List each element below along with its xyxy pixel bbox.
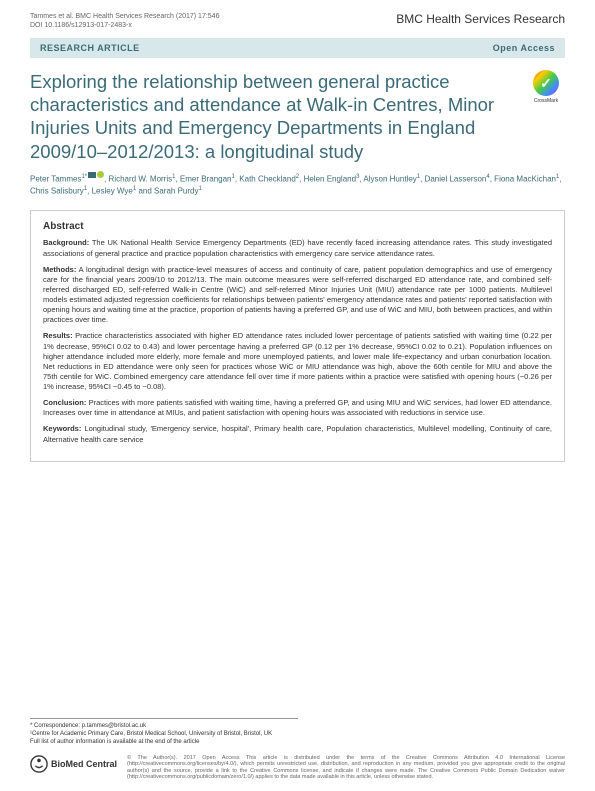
article-title: Exploring the relationship between gener… [30, 70, 565, 163]
abstract-results: Results: Practice characteristics associ… [43, 331, 552, 392]
author-list: Peter Tammes1*, Richard W. Morris1, Emer… [0, 171, 595, 211]
conclusion-text: Practices with more patients satisfied w… [43, 398, 552, 417]
keywords-text: Longitudinal study, 'Emergency service, … [43, 424, 552, 443]
correspondence-affiliation: ¹Centre for Academic Primary Care, Brist… [30, 731, 298, 739]
citation-block: Tammes et al. BMC Health Services Resear… [30, 12, 219, 30]
crossmark-label: CrossMark [527, 98, 565, 104]
abstract-conclusion: Conclusion: Practices with more patients… [43, 398, 552, 418]
abstract-box: Abstract Background: The UK National Hea… [30, 210, 565, 461]
keywords-label: Keywords: [43, 424, 81, 433]
citation-line: Tammes et al. BMC Health Services Resear… [30, 12, 219, 21]
publisher-name: BioMed Central [51, 759, 117, 769]
correspondence-email: * Correspondence: p.tammes@bristol.ac.uk [30, 723, 298, 731]
results-label: Results: [43, 331, 73, 340]
publisher-logo: BioMed Central [30, 755, 117, 773]
envelope-icon [88, 172, 96, 178]
abstract-methods: Methods: A longitudinal design with prac… [43, 265, 552, 326]
results-text: Practice characteristics associated with… [43, 331, 552, 391]
article-type-label: RESEARCH ARTICLE [40, 43, 140, 53]
methods-label: Methods: [43, 265, 76, 274]
license-text: © The Author(s). 2017 Open Access This a… [127, 755, 565, 781]
header-bar: Tammes et al. BMC Health Services Resear… [0, 0, 595, 38]
crossmark-icon [533, 70, 559, 96]
abstract-background: Background: The UK National Health Servi… [43, 238, 552, 258]
correspondence-fulllist: Full list of author information is avail… [30, 739, 298, 747]
methods-text: A longitudinal design with practice-leve… [43, 265, 552, 325]
correspondence-block: * Correspondence: p.tammes@bristol.ac.uk… [30, 718, 298, 746]
abstract-keywords: Keywords: Longitudinal study, 'Emergency… [43, 424, 552, 444]
biomed-icon [30, 755, 48, 773]
journal-title: BMC Health Services Research [396, 12, 565, 26]
footer-section: * Correspondence: p.tammes@bristol.ac.uk… [0, 718, 595, 791]
article-type-banner: RESEARCH ARTICLE Open Access [30, 38, 565, 58]
title-section: Exploring the relationship between gener… [0, 58, 595, 171]
background-label: Background: [43, 238, 89, 247]
crossmark-badge[interactable]: CrossMark [527, 70, 565, 108]
abstract-heading: Abstract [43, 221, 552, 232]
footer-bottom: BioMed Central © The Author(s). 2017 Ope… [30, 755, 565, 781]
open-access-label: Open Access [493, 43, 555, 53]
background-text: The UK National Health Service Emergency… [43, 238, 552, 257]
doi-line: DOI 10.1186/s12913-017-2483-x [30, 21, 219, 30]
conclusion-label: Conclusion: [43, 398, 86, 407]
orcid-icon [97, 171, 104, 178]
